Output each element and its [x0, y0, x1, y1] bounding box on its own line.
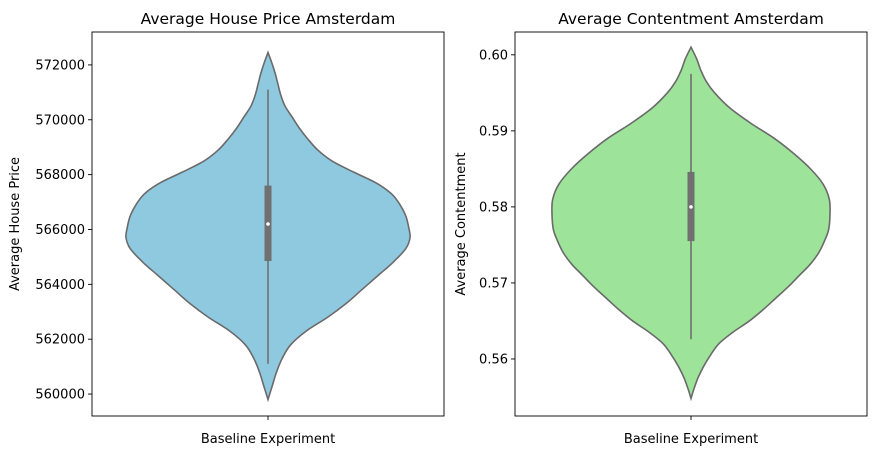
- price-median-point: [266, 222, 270, 226]
- contentment-median-point: [689, 205, 693, 209]
- price-chart-title: Average House Price Amsterdam: [141, 10, 396, 28]
- price-ytick-label: 566000: [35, 223, 85, 238]
- contentment-y-axis-label: Average Contentment: [454, 152, 469, 295]
- price-ytick-label: 560000: [35, 388, 85, 403]
- contentment-ytick-label: 0.60: [479, 48, 508, 63]
- contentment-ytick-label: 0.57: [479, 276, 508, 291]
- price-ytick-label: 572000: [35, 58, 85, 73]
- price-xtick-label: Baseline Experiment: [201, 432, 335, 447]
- price-y-axis-label: Average House Price: [8, 157, 23, 291]
- contentment-ytick-label: 0.56: [479, 352, 508, 367]
- price-ytick-label: 562000: [35, 333, 85, 348]
- contentment-ytick-label: 0.58: [479, 200, 508, 215]
- contentment-chart-title: Average Contentment Amsterdam: [558, 10, 824, 28]
- price-ytick-label: 568000: [35, 168, 85, 183]
- contentment-xtick-label: Baseline Experiment: [624, 432, 758, 447]
- contentment-violin-panel: 0.56 0.57 0.58 0.59 0.60 Baseline Experiment A…: [454, 10, 868, 447]
- price-ytick-label: 564000: [35, 278, 85, 293]
- contentment-ytick-label: 0.59: [479, 124, 508, 139]
- house-price-violin-panel: 560000 562000 564000 566000 568000 570000 5720…: [8, 10, 445, 447]
- price-ytick-label: 570000: [35, 113, 85, 128]
